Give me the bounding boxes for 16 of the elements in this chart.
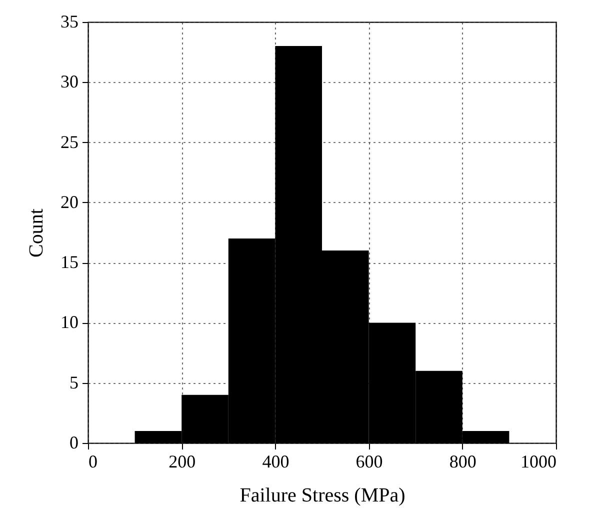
- y-tick-label: 35: [60, 12, 78, 32]
- y-tick-label: 10: [60, 312, 78, 332]
- y-tick-label: 25: [60, 132, 78, 152]
- x-tick-label: 600: [356, 452, 383, 472]
- y-tick-label: 5: [70, 372, 78, 392]
- x-tick-label: 400: [262, 452, 290, 472]
- y-tick-label: 20: [60, 192, 78, 212]
- y-tick-label: 0: [70, 432, 78, 452]
- y-tick-label: 30: [60, 72, 78, 92]
- x-tick-label: 1000: [520, 452, 556, 472]
- x-tick-label: 800: [449, 452, 476, 472]
- x-axis-title: Failure Stress (MPa): [240, 484, 406, 506]
- y-axis-title: Count: [26, 208, 48, 258]
- x-tick-label: 0: [88, 452, 98, 472]
- y-tick-label: 15: [60, 252, 78, 272]
- x-tick-label: 200: [168, 452, 196, 472]
